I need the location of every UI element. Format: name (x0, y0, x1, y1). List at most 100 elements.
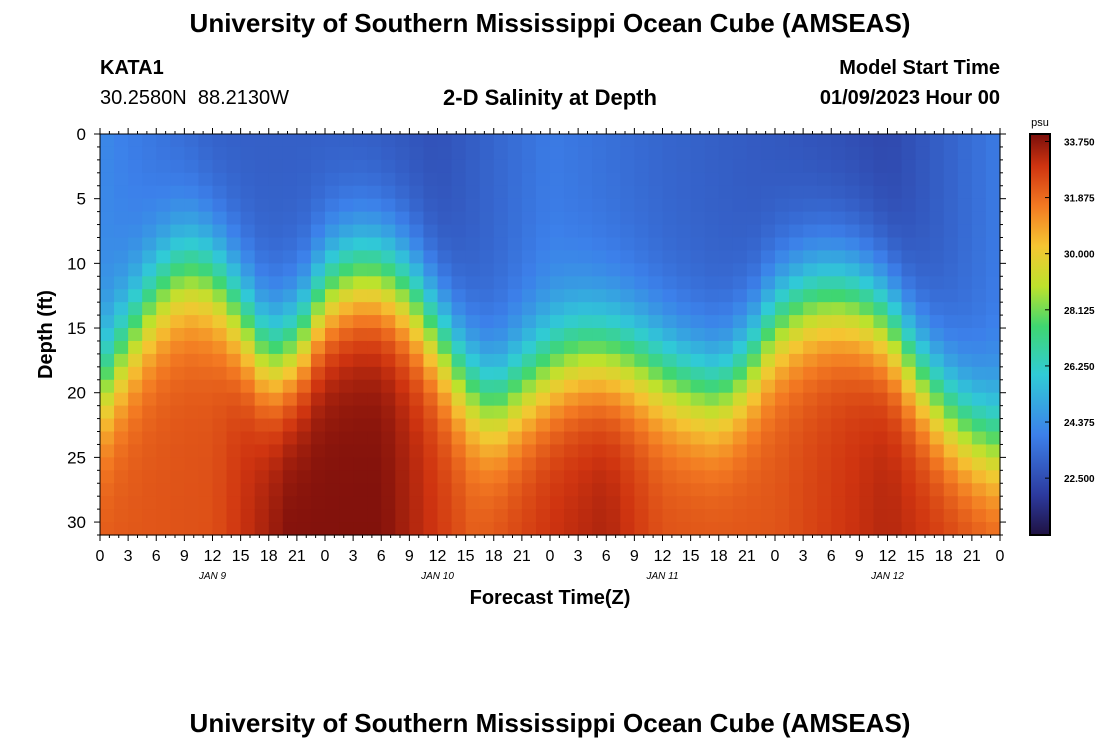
heatmap-cell (184, 315, 200, 329)
heatmap-cell (831, 431, 846, 446)
heatmap-cell (943, 418, 959, 433)
heatmap-cell (451, 392, 467, 407)
heatmap-cell (254, 237, 270, 252)
heatmap-cell (550, 366, 565, 381)
heatmap-cell (803, 405, 818, 420)
heatmap-cell (409, 211, 425, 226)
heatmap-cell (803, 328, 818, 342)
heatmap-cell (339, 185, 354, 200)
heatmap-cell (929, 211, 945, 226)
heatmap-cell (943, 302, 959, 316)
heatmap-cell (887, 250, 903, 264)
heatmap-cell (648, 340, 664, 355)
heatmap-cell (648, 146, 664, 161)
heatmap-cell (381, 185, 396, 200)
heatmap-cell (156, 302, 171, 316)
heatmap-cell (479, 289, 495, 303)
heatmap-cell (690, 509, 706, 523)
heatmap-cell (507, 185, 523, 200)
heatmap-cell (859, 263, 875, 277)
heatmap-cell (254, 263, 270, 277)
heatmap-cell (887, 211, 903, 226)
heatmap-cell (535, 353, 551, 368)
heatmap-cell (212, 159, 228, 174)
heatmap-cell (859, 198, 875, 213)
heatmap-cell (310, 366, 326, 381)
heatmap-cell (789, 302, 804, 316)
heatmap-cell (381, 237, 396, 252)
heatmap-cell (845, 418, 860, 433)
heatmap-cell (676, 405, 692, 420)
heatmap-cell (282, 392, 298, 407)
heatmap-cell (521, 302, 537, 316)
heatmap-cell (198, 134, 214, 148)
heatmap-cell (915, 444, 931, 458)
heatmap-cell (943, 405, 959, 420)
heatmap-cell (564, 224, 579, 239)
heatmap-cell (817, 366, 832, 381)
heatmap-cell (479, 159, 495, 174)
heatmap-cell (550, 328, 565, 342)
heatmap-cell (831, 302, 846, 316)
heatmap-cell (985, 237, 1001, 252)
heatmap-cell (746, 250, 762, 264)
heatmap-cell (887, 224, 903, 239)
heatmap-cell (760, 146, 776, 161)
heatmap-cell (409, 134, 425, 148)
heatmap-cell (493, 185, 509, 200)
heatmap-cell (732, 496, 748, 510)
heatmap-cell (423, 405, 439, 420)
heatmap-cell (100, 509, 115, 523)
heatmap-cell (901, 263, 917, 277)
heatmap-cell (831, 522, 846, 536)
heatmap-cell (789, 457, 804, 471)
heatmap-cell (451, 315, 467, 329)
heatmap-cell (648, 185, 664, 200)
heatmap-cell (521, 483, 537, 497)
heatmap-cell (339, 146, 354, 161)
x-tick-label: 21 (513, 548, 531, 565)
heatmap-cell (535, 405, 551, 420)
heatmap-cell (648, 263, 664, 277)
heatmap-cell (381, 289, 396, 303)
heatmap-cell (184, 405, 200, 420)
heatmap-cell (339, 509, 354, 523)
heatmap-cell (465, 379, 481, 394)
heatmap-cell (212, 509, 228, 523)
heatmap-cell (718, 211, 734, 226)
model-start-value: 01/09/2023 Hour 00 (819, 87, 1000, 109)
heatmap-cell (817, 328, 832, 342)
heatmap-cell (156, 276, 171, 290)
heatmap-cell (423, 302, 439, 316)
heatmap-cell (339, 483, 354, 497)
heatmap-cell (535, 444, 551, 458)
heatmap-cell (325, 237, 340, 252)
heatmap-cell (775, 276, 790, 290)
heatmap-cell (803, 185, 818, 200)
heatmap-cell (114, 250, 129, 264)
heatmap-cell (775, 418, 790, 433)
heatmap-cell (282, 198, 298, 213)
heatmap-cell (817, 457, 832, 471)
heatmap-cell (268, 134, 284, 148)
heatmap-cell (437, 366, 453, 381)
heatmap-cell (493, 328, 509, 342)
heatmap-cell (409, 418, 425, 433)
heatmap-cell (128, 470, 143, 484)
heatmap-cell (156, 134, 171, 148)
heatmap-cell (873, 172, 889, 187)
heatmap-cell (859, 366, 875, 381)
heatmap-cell (226, 159, 242, 174)
heatmap-cell (550, 522, 565, 536)
heatmap-cell (690, 366, 706, 381)
heatmap-cell (409, 353, 425, 368)
heatmap-cell (240, 134, 256, 148)
heatmap-cell (282, 379, 298, 394)
heatmap-cell (325, 172, 340, 187)
heatmap-cell (353, 315, 368, 329)
heatmap-cell (957, 431, 973, 446)
heatmap-cell (550, 224, 565, 239)
heatmap-cell (367, 483, 382, 497)
heatmap-cell (606, 431, 621, 446)
heatmap-cell (535, 431, 551, 446)
